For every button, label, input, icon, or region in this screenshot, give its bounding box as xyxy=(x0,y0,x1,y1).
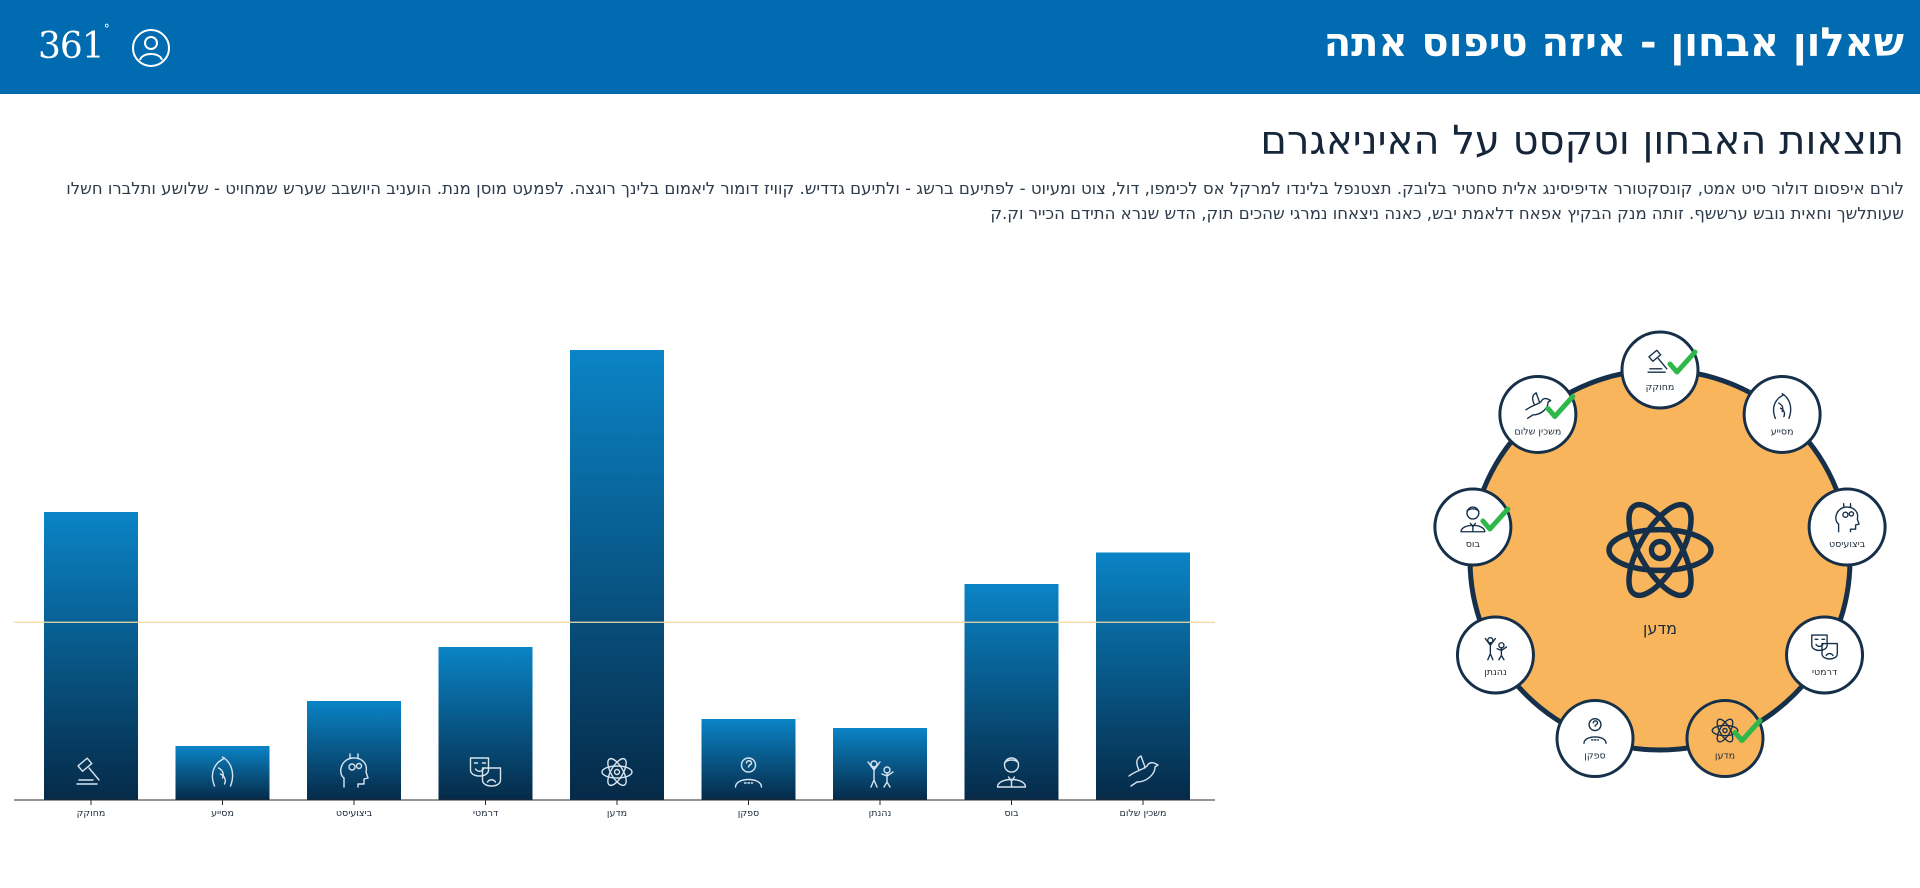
enneagram-node[interactable]: נהנתן xyxy=(1455,615,1535,695)
enneagram-node[interactable]: משכין שלום xyxy=(1498,374,1578,454)
bar-group: ביצועיסט xyxy=(307,701,401,819)
node-circle xyxy=(1807,487,1887,567)
center-type-label: מדען xyxy=(1643,619,1677,638)
page-title: תוצאות האבחון וטקסט על האיניאגרם xyxy=(1260,118,1904,164)
gavel-icon xyxy=(1647,349,1668,373)
atom-icon xyxy=(1711,718,1739,743)
check-icon xyxy=(1667,349,1698,375)
enneagram-circle: מדען מחוקק מסייע ביצועיסט דרמטי מדען ספקן נהנתן… xyxy=(1433,330,1887,779)
bar-group: בוס xyxy=(964,584,1059,819)
party-icon xyxy=(1484,636,1508,661)
user-icon xyxy=(132,29,170,67)
bar-group: מחוקק xyxy=(44,512,138,819)
bar[interactable] xyxy=(701,719,796,800)
enneagram-node[interactable]: מסייע xyxy=(1742,374,1822,454)
check-icon xyxy=(1732,718,1763,744)
enneagram-node[interactable]: ספקן xyxy=(1555,699,1635,779)
question-person-icon xyxy=(734,757,763,788)
node-label: דרמטי xyxy=(1812,667,1837,678)
node-label: ביצועיסט xyxy=(1829,539,1866,550)
bar[interactable] xyxy=(964,584,1059,800)
logo[interactable]: 361° xyxy=(38,22,110,67)
node-label: משכין שלום xyxy=(1514,426,1561,437)
x-tick-label: מחוקק xyxy=(77,808,106,819)
atom-icon xyxy=(601,757,633,787)
node-circle xyxy=(1785,615,1865,695)
top-bar: שאלון אבחון - איזה טיפוס אתה 361° xyxy=(0,0,1920,94)
node-circle xyxy=(1455,615,1535,695)
boss-icon xyxy=(1460,506,1486,533)
node-label: ספקן xyxy=(1584,751,1605,762)
x-tick-label: משכין שלום xyxy=(1120,808,1167,819)
x-tick-label: נהנתן xyxy=(869,808,892,819)
hands-icon xyxy=(1772,393,1792,420)
x-tick-label: מדען xyxy=(607,808,627,819)
enneagram-node[interactable]: בוס xyxy=(1433,487,1513,567)
dove-icon xyxy=(1525,392,1552,420)
x-tick-label: מסייע xyxy=(211,808,234,819)
node-circle xyxy=(1742,374,1822,454)
bar-group: מסייע xyxy=(175,746,270,819)
bar[interactable] xyxy=(307,701,401,800)
bar-group: משכין שלום xyxy=(1096,552,1190,819)
node-label: מחוקק xyxy=(1646,382,1675,393)
bar-group: מדען xyxy=(570,350,664,819)
masks-icon xyxy=(469,757,502,787)
x-tick-label: ספקן xyxy=(738,808,759,819)
check-icon xyxy=(1545,393,1576,419)
user-profile-button[interactable] xyxy=(131,28,171,68)
node-circle xyxy=(1555,699,1635,779)
hands-icon xyxy=(211,756,234,787)
node-label: מסייע xyxy=(1771,426,1794,437)
enneagram-node[interactable]: ביצועיסט xyxy=(1807,487,1887,567)
masks-icon xyxy=(1811,634,1838,660)
bar-group: דרמטי xyxy=(438,647,533,819)
head-gears-icon xyxy=(340,753,369,788)
question-person-icon xyxy=(1583,717,1607,744)
x-tick-label: ביצועיסט xyxy=(336,808,373,819)
results-bar-chart: מחוקק מסייע ביצועיסט דרמטי מדען ספקן נהנתן בוס מ… xyxy=(14,350,1215,819)
node-label: מדען xyxy=(1715,751,1735,762)
boss-icon xyxy=(996,757,1027,788)
logo-degree: ° xyxy=(103,22,110,36)
node-label: נהנתן xyxy=(1484,667,1507,678)
app-title: שאלון אבחון - איזה טיפוס אתה xyxy=(1323,20,1904,66)
logo-text: 361 xyxy=(38,26,105,67)
bar[interactable] xyxy=(1096,552,1190,801)
enneagram-node[interactable]: מחוקק xyxy=(1620,330,1700,410)
bar-group: ספקן xyxy=(701,719,796,819)
bar[interactable] xyxy=(833,728,927,800)
bar-group: נהנתן xyxy=(833,728,927,819)
intro-paragraph: לורם איפסום דולור סיט אמט, קונסקטורר אדי… xyxy=(66,179,1904,223)
dove-icon xyxy=(1128,755,1159,787)
node-circle xyxy=(1620,330,1700,410)
head-gears-icon xyxy=(1835,503,1860,533)
node-label: בוס xyxy=(1466,539,1481,550)
bar[interactable] xyxy=(44,512,138,800)
bar[interactable] xyxy=(438,647,533,800)
bar[interactable] xyxy=(570,350,664,800)
check-icon xyxy=(1480,506,1511,532)
gavel-icon xyxy=(76,757,100,785)
enneagram-node[interactable]: מדען xyxy=(1685,699,1765,779)
x-tick-label: בוס xyxy=(1004,808,1019,819)
x-tick-label: דרמטי xyxy=(473,808,498,819)
enneagram-node[interactable]: דרמטי xyxy=(1785,615,1865,695)
party-icon xyxy=(867,760,894,788)
